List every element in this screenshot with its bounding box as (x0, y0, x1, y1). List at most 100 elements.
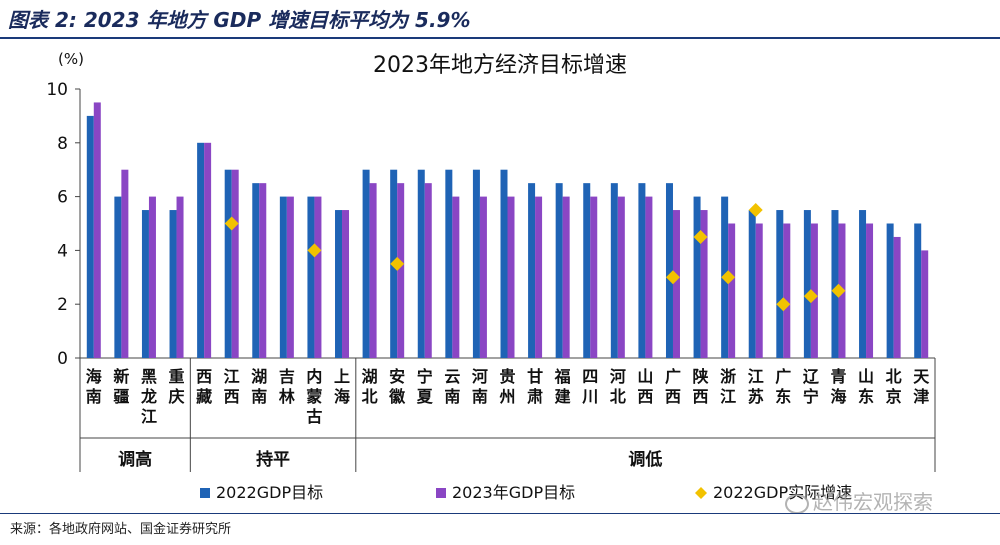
bar-2023-target (507, 196, 515, 358)
bar-2022-target (610, 183, 618, 358)
bar-2023-target (893, 236, 901, 358)
source-rule (0, 513, 1000, 514)
bar-2022-target (279, 196, 287, 358)
x-tick-label-char: 夏 (416, 387, 434, 406)
bar-2023-target (424, 183, 432, 358)
bar-2023-target (562, 196, 570, 358)
bar-2022-target (114, 196, 122, 358)
x-tick-label-char: 甘 (527, 367, 543, 386)
bar-2023-target (204, 142, 212, 358)
scatter-2022-actual (665, 270, 680, 285)
bar-2023-target (259, 183, 267, 358)
x-tick-label-char: 京 (886, 387, 902, 406)
x-tick-label-char: 古 (306, 407, 322, 426)
bar-2023-target (728, 223, 736, 358)
legend-swatch-2022-target (200, 488, 210, 498)
bar-2022-target (583, 183, 591, 358)
x-tick-label-char: 四 (582, 367, 598, 386)
x-tick-label-char: 疆 (113, 387, 129, 406)
x-tick-label-char: 陕 (693, 367, 709, 386)
bar-2022-target (252, 183, 260, 358)
scatter-2022-actual (307, 243, 322, 258)
x-tick-label-char: 广 (775, 367, 791, 386)
bar-2023-target (866, 223, 874, 358)
x-tick-label-char: 庆 (168, 387, 185, 406)
bar-2022-target (335, 210, 343, 358)
bar-2022-target (693, 196, 701, 358)
x-tick-label-char: 苏 (748, 387, 764, 406)
x-tick-label-char: 浙 (720, 367, 736, 386)
figure-header: 图表 2: 2023 年地方 GDP 增速目标平均为 5.9% (0, 0, 1000, 40)
x-tick-label-char: 东 (858, 387, 874, 406)
source-note: 来源：各地政府网站、国金证券研究所 (10, 522, 232, 537)
bar-2023-target (755, 223, 763, 358)
bar-2022-target (859, 210, 867, 358)
x-tick-label-char: 海 (830, 387, 846, 406)
bar-2023-target (783, 223, 791, 358)
x-tick-label-char: 内 (306, 367, 322, 386)
bar-2023-target (286, 196, 294, 358)
bar-2022-target (665, 183, 673, 358)
x-tick-label-char: 藏 (196, 387, 212, 406)
bar-2022-target (748, 210, 756, 358)
scatter-2022-actual (831, 283, 846, 298)
bar-2022-target (472, 169, 480, 358)
x-tick-label-char: 山 (637, 367, 653, 386)
bar-2022-target (445, 169, 453, 358)
bar-2023-target (672, 210, 680, 358)
header-rule (0, 37, 1000, 39)
bar-2023-target (700, 210, 708, 358)
bar-2023-target (342, 210, 350, 358)
figure-title: 图表 2: 2023 年地方 GDP 增速目标平均为 5.9% (8, 8, 471, 32)
x-tick-label-char: 州 (498, 387, 515, 406)
x-tick-label-char: 徽 (388, 387, 406, 406)
x-tick-label-char: 云 (444, 367, 460, 386)
bar-2023-target (369, 183, 377, 358)
x-tick-label-char: 天 (913, 367, 930, 386)
bar-2023-target (231, 169, 239, 358)
x-tick-label-char: 西 (196, 367, 212, 386)
group-label: 持平 (256, 449, 290, 470)
x-tick-label-char: 北 (362, 387, 378, 406)
scatter-2022-actual (748, 203, 763, 218)
x-tick-label-char: 川 (581, 387, 598, 406)
bar-2023-target (93, 102, 101, 358)
chart-title: 2023年地方经济目标增速 (373, 53, 627, 78)
x-tick-label-char: 宁 (417, 367, 433, 386)
x-tick-label-char: 黑 (141, 367, 157, 386)
x-tick-label-char: 北 (610, 387, 626, 406)
x-tick-label-char: 山 (858, 367, 874, 386)
x-tick-label-char: 江 (224, 367, 240, 386)
group-label: 调高 (118, 449, 152, 470)
legend-swatch-2023-target (436, 488, 446, 498)
group-label: 调低 (628, 449, 662, 470)
x-tick-label-char: 吉 (279, 367, 295, 386)
legend-label: 2022GDP目标 (216, 483, 323, 502)
x-tick-label-char: 西 (637, 387, 653, 406)
bar-2023-target (921, 250, 929, 358)
bar-2022-target (86, 115, 94, 359)
bar-2023-target (645, 196, 653, 358)
bar-2022-target (831, 210, 839, 358)
y-tick-label: 4 (57, 241, 68, 261)
bar-2023-target (590, 196, 598, 358)
x-tick-label-char: 龙 (140, 387, 157, 406)
x-tick-label-char: 新 (113, 367, 129, 386)
bar-2022-target (169, 210, 177, 358)
x-tick-label-char: 江 (141, 407, 157, 426)
bar-2022-target (500, 169, 508, 358)
y-tick-label: 8 (57, 134, 68, 154)
scatter-2022-actual (721, 270, 736, 285)
x-tick-label-char: 重 (169, 367, 185, 386)
bar-2023-target (810, 223, 818, 358)
chart: 2023年地方经济目标增速(%)0246810海南新疆黑龙江重庆西藏江西湖南吉林… (46, 50, 936, 502)
x-tick-label-char: 肃 (527, 387, 543, 406)
bar-2023-target (617, 196, 625, 358)
x-tick-label-char: 西 (693, 387, 709, 406)
bar-2022-target (776, 210, 784, 358)
bar-2023-target (148, 196, 156, 358)
x-tick-label-char: 南 (472, 387, 488, 406)
bar-2022-target (141, 210, 149, 358)
x-tick-label-char: 蒙 (306, 387, 322, 406)
x-tick-label-char: 西 (665, 387, 681, 406)
